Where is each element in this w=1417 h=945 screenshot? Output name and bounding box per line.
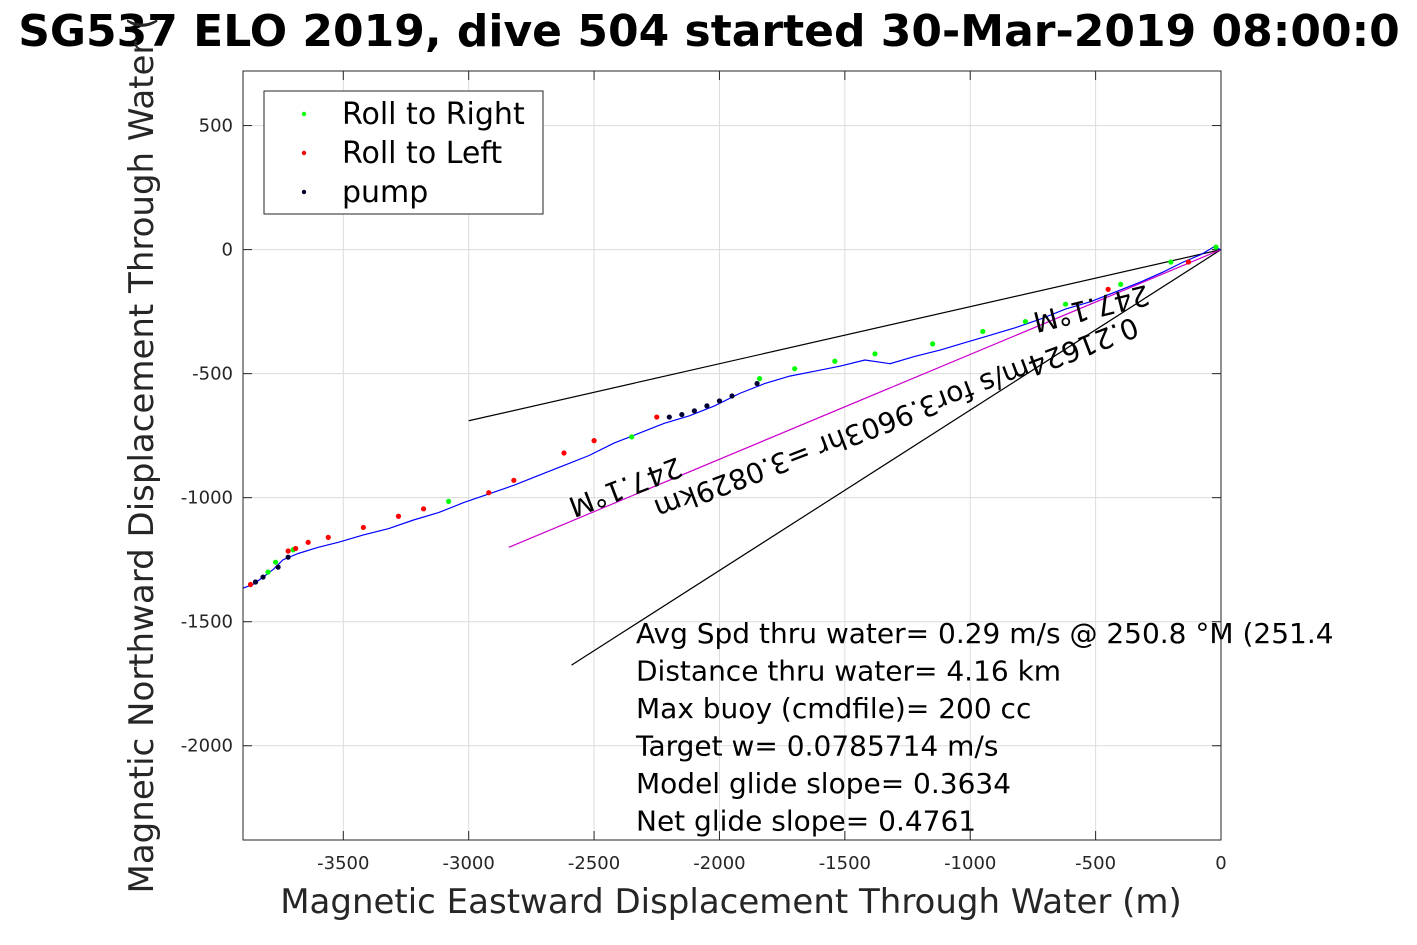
pump-point: [252, 579, 259, 585]
roll-left-point: [1185, 259, 1191, 265]
roll-left-point: [511, 477, 517, 483]
roll-left-point: [591, 438, 597, 444]
pump-point: [679, 411, 685, 418]
x-tick-label: 0: [1215, 853, 1226, 874]
pump-point: [285, 554, 291, 560]
x-tick-label: -500: [1075, 853, 1116, 874]
roll-right-point: [980, 328, 986, 335]
legend-box: [263, 90, 544, 215]
roll-left-point: [395, 513, 402, 519]
direction-line: [508, 249, 1221, 548]
roll-left-point: [1105, 286, 1111, 292]
roll-left-point: [247, 581, 254, 588]
legend-label: Roll to Left: [342, 136, 502, 171]
pump-point: [716, 398, 723, 404]
x-tick-labels: -3500 -3000 -2500 -2000 -1500 -1000 -500 0: [317, 853, 1227, 874]
x-tick-label: -1500: [819, 853, 871, 874]
legend-marker: [301, 189, 307, 195]
roll-right-point: [1062, 301, 1069, 307]
y-tick-label: -1000: [181, 488, 233, 509]
y-tick-label: 0: [222, 240, 233, 261]
plot-frame: [242, 70, 1222, 841]
axis-ticks: [243, 71, 1222, 840]
roll-left-point: [360, 524, 366, 531]
roll-left-point: [285, 548, 291, 554]
x-tick-label: -3000: [443, 853, 495, 874]
pump-point: [275, 564, 281, 570]
y-tick-labels: 500 0 -500 -1000 -1500 -2000: [181, 116, 233, 757]
direction-line: [468, 249, 1221, 422]
roll-left-point: [325, 534, 331, 540]
pump-point: [691, 408, 697, 414]
annotations: Avg Spd thru water= 0.29 m/s @ 250.8 °M …: [635, 617, 1334, 838]
direction-line: [571, 249, 1221, 666]
roll-left-point: [654, 414, 660, 420]
roll-right-point: [629, 434, 635, 440]
roll-left-point: [420, 506, 427, 512]
legend-label: pump: [342, 175, 428, 210]
annotation-line: Net glide slope= 0.4761: [636, 805, 976, 838]
roll-right-point: [1213, 244, 1219, 250]
x-tick-label: -1000: [944, 853, 996, 874]
roll-right-point: [1118, 281, 1124, 287]
roll-right-point: [273, 559, 279, 565]
y-tick-label: -500: [192, 364, 233, 385]
legend: Roll to Right Roll to Left pump: [263, 90, 544, 215]
roll-right-point: [446, 498, 452, 504]
pump-point: [704, 403, 710, 409]
chart-title: SG537 ELO 2019, dive 504 started 30-Mar-…: [18, 6, 1400, 57]
y-axis-label: Magnetic Northward Displacement Through …: [122, 17, 162, 894]
roll-right-point: [1168, 259, 1174, 265]
annotation-line: Max buoy (cmdfile)= 200 cc: [636, 692, 1031, 725]
roll-left-point: [305, 539, 311, 545]
plot-content: [243, 244, 1221, 666]
roll-left-point: [293, 545, 299, 552]
legend-label: Roll to Right: [342, 97, 525, 132]
annotation-line: Distance thru water= 4.16 km: [636, 655, 1061, 688]
x-tick-label: -3500: [317, 853, 369, 874]
x-axis-label: Magnetic Eastward Displacement Through W…: [280, 882, 1182, 922]
y-tick-label: 500: [199, 116, 233, 137]
y-tick-label: -2000: [181, 736, 233, 757]
x-tick-label: -2500: [568, 853, 620, 874]
roll-right-point: [872, 351, 878, 357]
roll-right-point: [1022, 318, 1028, 325]
annotation-line: Model glide slope= 0.3634: [636, 767, 1011, 800]
annotation-line: Avg Spd thru water= 0.29 m/s @ 250.8 °M …: [636, 617, 1334, 650]
annotation-line: Target w= 0.0785714 m/s: [635, 730, 998, 763]
roll-right-point: [832, 358, 838, 364]
roll-left-point: [486, 490, 492, 496]
y-tick-label: -1500: [181, 612, 233, 633]
roll-right-point: [930, 341, 936, 347]
roll-right-point: [792, 366, 798, 372]
roll-left-point: [561, 450, 567, 456]
legend-marker: [301, 150, 307, 156]
pump-point: [754, 380, 760, 387]
roll-right-point: [756, 376, 763, 382]
roll-right-point: [265, 569, 271, 575]
pump-point: [666, 414, 672, 420]
pump-point: [260, 574, 266, 580]
glider-track: [243, 246, 1221, 589]
legend-marker: [301, 111, 307, 117]
x-tick-label: -2000: [693, 853, 745, 874]
pump-point: [729, 393, 735, 399]
